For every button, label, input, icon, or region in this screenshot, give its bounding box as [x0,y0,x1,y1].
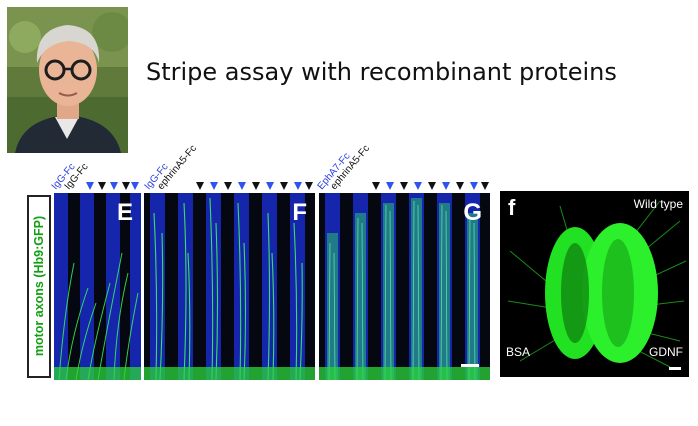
scale-bar [669,367,681,370]
stripe-panel-f: F [144,193,315,380]
arrow-icon [481,182,489,190]
arrow-icon [280,182,288,190]
slide-title: Stripe assay with recombinant proteins [146,58,617,86]
stripe-markers-e [86,182,140,192]
panel-letter-f-lower: f [508,195,516,220]
label-bsa: BSA [506,345,531,359]
arrow-icon [122,182,130,190]
y-label-frame [27,195,51,378]
arrow-icon [442,182,450,190]
stripe-markers-g [372,182,490,192]
y-axis-label: motor axons (Hb9:GFP) [32,215,46,357]
arrow-icon [266,182,274,190]
arrow-icon [400,182,408,190]
label-wild-type: Wild type [633,197,683,211]
portrait-photo [7,7,128,153]
arrow-icon [86,182,94,190]
panel-letter-e: E [116,199,133,226]
arrow-icon [131,182,139,190]
arrow-icon [372,182,380,190]
stripe-image-f [144,193,315,380]
arrow-icon [470,182,478,190]
arrow-icon [252,182,260,190]
arrow-icon [210,182,218,190]
arrow-icon [238,182,246,190]
arrow-icon [98,182,106,190]
arrow-icon [294,182,302,190]
arrow-icon [196,182,204,190]
stripe-image-e [54,193,141,380]
label-gdnf: GDNF [649,345,683,359]
explant-image [507,200,687,368]
stripe-markers-f [196,182,314,192]
stripe-panel-g: G [319,193,490,380]
arrow-icon [386,182,394,190]
stripe-image-g [319,193,490,380]
arrow-icon [456,182,464,190]
explant-panel: f Wild type BSA GDNF [500,191,689,377]
arrow-icon [110,182,118,190]
arrow-icon [428,182,436,190]
arrow-icon [305,182,313,190]
stripe-panel-e: E [54,193,141,380]
panel-letter-f: F [292,199,307,226]
arrow-icon [414,182,422,190]
scale-bar [461,364,479,367]
arrow-icon [224,182,232,190]
panel-letter-g: G [463,199,482,226]
